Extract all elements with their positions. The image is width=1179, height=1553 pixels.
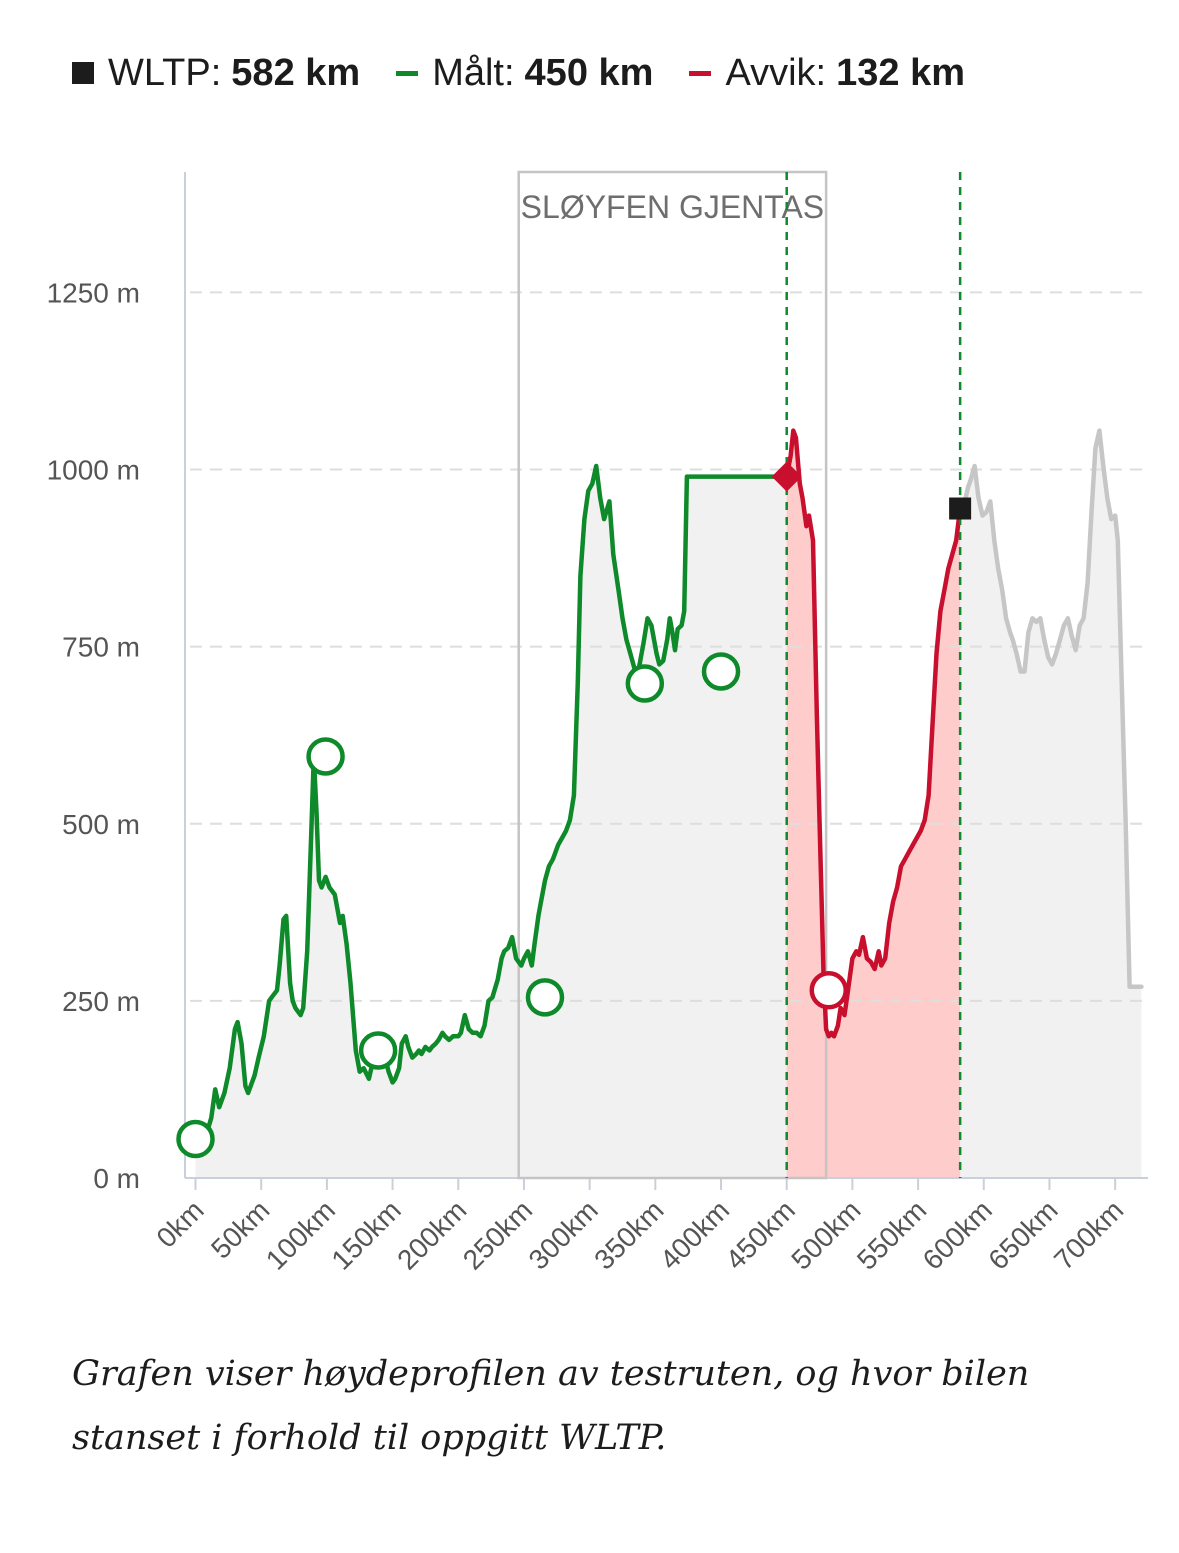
wltp-marker: [949, 497, 972, 520]
x-tick-label: 300km: [523, 1194, 604, 1275]
remaining-route-line: [957, 428, 1144, 989]
x-tick-label: 600km: [917, 1194, 998, 1275]
waypoint-marker: [525, 978, 565, 1017]
green-line-icon: [396, 70, 419, 76]
measured-stop-marker: [771, 461, 802, 492]
y-tick-label: 1000 m: [47, 455, 140, 486]
legend-deviation-label: Avvik:: [725, 51, 827, 94]
x-tick-label: 250km: [457, 1194, 538, 1275]
waypoint-marker: [625, 664, 665, 703]
legend-item-deviation: Avvik: 132 km: [689, 52, 965, 95]
waypoint-marker: [809, 971, 849, 1010]
deviation-area-fill: [786, 430, 961, 1179]
legend-wltp-value: 582 km: [231, 51, 361, 94]
chart-caption: Grafen viser høydeprofilen av testruten,…: [72, 1354, 1030, 1458]
measured-line: [193, 463, 789, 1142]
loop-box-label: SLØYFEN GJENTAS: [521, 189, 824, 225]
waypoint-marker: [358, 1031, 398, 1070]
x-tick-label: 100km: [260, 1194, 341, 1275]
legend-deviation-value: 132 km: [836, 51, 965, 94]
x-tick-label: 550km: [851, 1194, 932, 1275]
legend-item-wltp: WLTP: 582 km: [72, 52, 360, 95]
waypoint-marker: [176, 1119, 215, 1159]
red-line-icon: [689, 70, 712, 76]
x-tick-label: 700km: [1048, 1194, 1129, 1275]
x-tick-label: 0km: [150, 1194, 209, 1253]
deviation-line: [784, 428, 963, 1039]
waypoint-marker: [701, 652, 741, 691]
legend-wltp-label: WLTP:: [108, 51, 222, 94]
y-tick-label: 500 m: [62, 809, 140, 840]
legend-measured-value: 450 km: [524, 51, 654, 94]
y-tick-label: 750 m: [62, 632, 140, 663]
elevation-area-fill: [195, 430, 1142, 1179]
y-tick-label: 0 m: [93, 1163, 140, 1194]
x-tick-label: 200km: [391, 1194, 472, 1275]
y-tick-label: 250 m: [62, 986, 140, 1017]
x-tick-label: 400km: [654, 1194, 735, 1275]
y-tick-label: 1250 m: [47, 277, 140, 308]
loop-box: [517, 170, 828, 1180]
legend-measured-label: Målt:: [432, 51, 515, 94]
x-tick-label: 450km: [720, 1194, 801, 1275]
legend-item-measured: Målt: 450 km: [396, 52, 653, 95]
x-tick-label: 500km: [785, 1194, 866, 1275]
x-tick-label: 350km: [588, 1194, 669, 1275]
x-tick-label: 150km: [325, 1194, 406, 1275]
chart-legend: WLTP: 582 km Målt: 450 km Avvik: 132 km: [72, 48, 1001, 98]
square-icon: [72, 62, 94, 84]
waypoint-marker: [306, 737, 345, 776]
x-tick-label: 650km: [982, 1194, 1063, 1275]
